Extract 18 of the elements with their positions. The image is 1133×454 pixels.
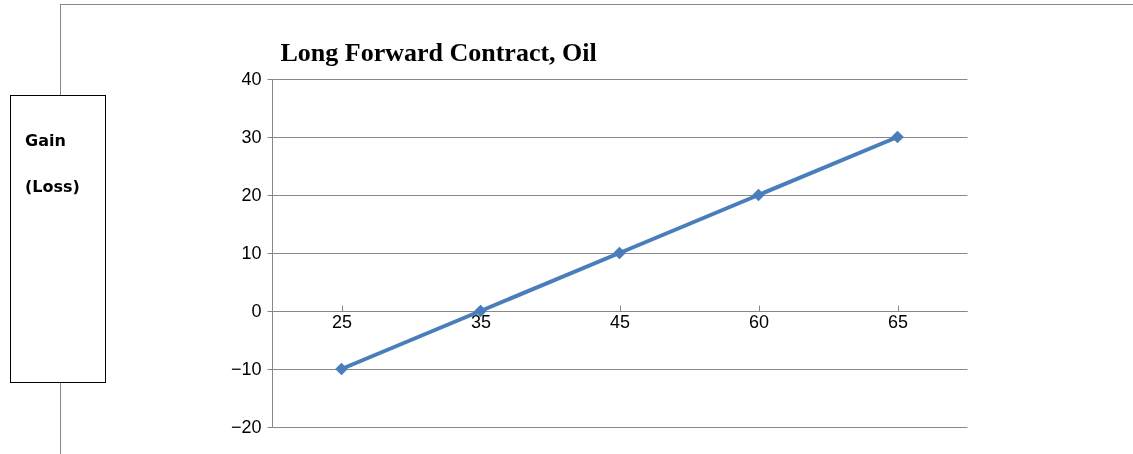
x-tick-label: 60 bbox=[748, 311, 770, 332]
text: Gain (Loss) bbox=[25, 131, 80, 196]
y-tick-label: −10 bbox=[230, 358, 262, 379]
y-tick-label: −20 bbox=[230, 416, 262, 437]
y-tick-label: 40 bbox=[241, 68, 262, 89]
y-tick-label: 20 bbox=[241, 184, 262, 205]
y-tick-label: 30 bbox=[241, 126, 262, 147]
x-tick-label: 65 bbox=[887, 311, 909, 332]
point bbox=[752, 188, 765, 202]
point bbox=[335, 362, 348, 376]
x-tick-label: 45 bbox=[609, 311, 631, 332]
y-tick-label: 10 bbox=[241, 242, 262, 263]
x-tick-label: 25 bbox=[331, 311, 353, 332]
x-tick-label: 35 bbox=[470, 311, 492, 332]
point bbox=[613, 246, 626, 260]
chart-title: Long Forward Contract, Oil bbox=[280, 38, 597, 67]
point bbox=[891, 130, 904, 144]
y-tick-label: 0 bbox=[251, 300, 262, 321]
